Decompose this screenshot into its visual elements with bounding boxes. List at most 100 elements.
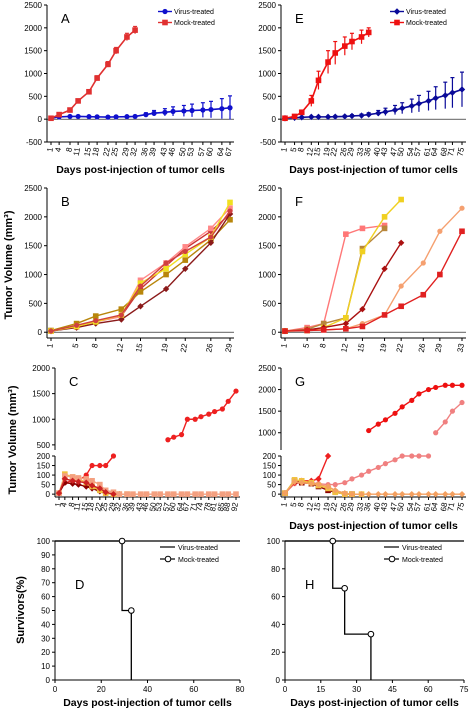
data-point — [332, 487, 339, 494]
data-point — [358, 34, 365, 40]
series-line — [50, 207, 231, 332]
data-point — [358, 472, 365, 478]
y-tick-label: 2500 — [24, 1, 42, 10]
data-point — [103, 462, 109, 469]
data-point — [157, 491, 163, 497]
data-point — [399, 404, 405, 410]
y-tick-label: 1000 — [258, 70, 276, 79]
data-point — [192, 416, 198, 422]
series-line — [50, 29, 136, 119]
data-point — [137, 283, 144, 289]
y-tick-label: 100 — [263, 471, 277, 480]
legend-marker — [162, 19, 168, 26]
x-axis-title: Days post-injection of tumor cells — [290, 697, 459, 709]
x-tick-label: 67 — [181, 501, 192, 512]
data-point — [163, 265, 169, 272]
x-tick-label: 15 — [83, 146, 94, 157]
legend-label: Mock-treated — [402, 557, 443, 564]
y-axis-title-volume-lower: Tumor Volume (mm³) — [7, 385, 19, 494]
y-tick-label: 1500 — [258, 407, 276, 416]
x-tick-label: 43 — [379, 146, 390, 157]
data-point — [367, 630, 375, 638]
x-tick-label: 25 — [110, 146, 121, 157]
x-tick-label: 26 — [204, 342, 215, 353]
data-point — [83, 476, 90, 482]
data-point — [208, 234, 214, 240]
x-tick-label: 60 — [167, 501, 178, 512]
data-point — [343, 315, 349, 321]
x-tick-label: 15 — [312, 146, 323, 157]
y-tick-label: 500 — [263, 299, 277, 308]
data-point — [163, 271, 169, 278]
x-tick-label: 50 — [396, 501, 407, 512]
data-point — [165, 437, 171, 443]
x-tick-label: 8 — [90, 342, 100, 348]
data-point — [182, 257, 189, 263]
y-tick-label: 0 — [38, 328, 43, 337]
data-point — [365, 29, 372, 36]
data-point — [308, 480, 315, 487]
data-point — [425, 490, 432, 498]
series-line — [368, 384, 462, 432]
data-point — [130, 491, 136, 497]
data-point — [298, 109, 305, 116]
data-point — [398, 196, 404, 203]
data-point — [458, 490, 466, 498]
panel-label: H — [305, 577, 314, 592]
data-point — [420, 291, 427, 298]
x-tick-label: 11 — [72, 501, 82, 511]
x-tick-label: 29 — [224, 342, 235, 353]
x-tick-label: 1 — [279, 146, 289, 152]
data-point — [391, 106, 399, 114]
data-point — [359, 305, 366, 313]
y-tick-label: 2000 — [24, 213, 42, 222]
y-tick-label: 2500 — [258, 184, 276, 193]
data-point — [291, 113, 298, 120]
data-point — [298, 479, 305, 486]
panel-label: G — [295, 374, 305, 389]
y-tick-label: 500 — [263, 92, 277, 101]
data-point — [137, 289, 144, 295]
data-point — [69, 477, 76, 484]
data-point — [315, 113, 322, 121]
data-point — [449, 490, 456, 498]
data-point — [75, 98, 81, 104]
y-tick-label: 150 — [37, 462, 51, 471]
data-point — [308, 98, 315, 104]
data-point — [282, 328, 288, 334]
x-tick-label: 0 — [53, 685, 58, 694]
y-tick-label: 1000 — [32, 415, 50, 424]
data-point — [93, 318, 99, 324]
y-tick-label: 30 — [41, 634, 50, 643]
x-tick-label: 75 — [456, 501, 467, 512]
data-point — [459, 228, 465, 235]
x-axis-title: Days post-injection of tumor cells — [289, 164, 458, 176]
data-point — [97, 462, 103, 469]
series-line — [50, 213, 231, 332]
data-point — [227, 216, 233, 223]
data-point — [442, 490, 449, 498]
data-point — [227, 199, 233, 206]
data-point — [449, 89, 456, 96]
x-tick-label: 12 — [305, 501, 316, 512]
legend-label: Virus-treated — [174, 9, 214, 16]
data-point — [75, 113, 81, 120]
data-point — [381, 222, 388, 229]
x-tick-label: 29 — [433, 342, 444, 353]
data-point — [281, 489, 289, 497]
x-tick-label: 12 — [339, 342, 350, 353]
y-tick-label: 50 — [267, 481, 276, 490]
x-tick-label: 50 — [148, 501, 159, 512]
series-line — [50, 213, 231, 332]
data-point — [113, 114, 119, 120]
x-tick-label: 36 — [139, 146, 150, 157]
data-point — [83, 479, 90, 486]
data-point — [375, 421, 381, 427]
data-point — [342, 320, 350, 327]
data-point — [304, 327, 310, 334]
data-point — [151, 491, 158, 497]
data-point — [105, 114, 111, 120]
x-tick-label: 8 — [296, 146, 306, 152]
x-tick-label: 80 — [236, 685, 245, 694]
